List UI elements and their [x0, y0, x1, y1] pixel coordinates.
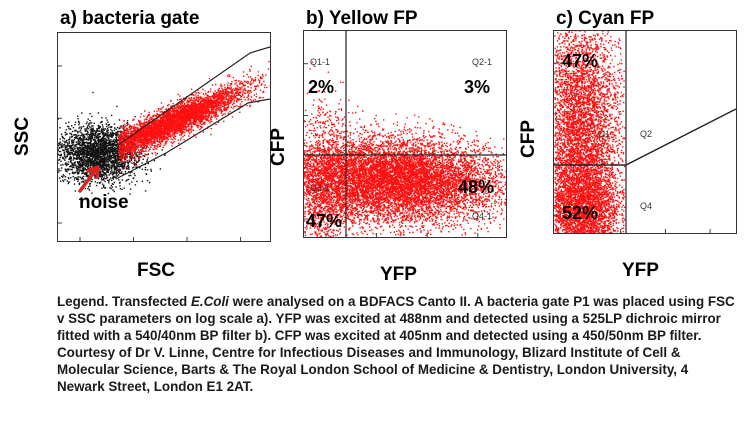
legend-body: were analysed on a BDFACS Canto II. A ba…: [57, 294, 735, 394]
percent-q1: 47%: [562, 51, 599, 71]
panel-a-ylabel: SSC: [12, 116, 33, 156]
quadrant-q2: Q2: [640, 129, 653, 139]
panel-b-plot: Q1-1 Q2-1 Q3-1 Q4-1 2% 3% 48% 47%: [303, 30, 507, 238]
legend-species: E.Coli: [190, 294, 229, 309]
panel-c-ylabel: CFP: [518, 120, 539, 158]
percent-q2-1: 3%: [464, 77, 491, 97]
panel-a-noise-label: noise: [79, 192, 129, 213]
figure-legend: Legend. Transfected E.Coli were analysed…: [57, 294, 737, 395]
quadrant-q1-1: Q1-1: [310, 57, 331, 67]
quadrant-q3-1: Q3-1: [310, 183, 331, 193]
quadrant-q4-1: Q4-1: [472, 211, 493, 221]
panel-a-title: a) bacteria gate: [60, 8, 200, 29]
percent-q3: 52%: [562, 203, 599, 223]
quadrant-q1: Q1: [598, 129, 611, 139]
percent-q3-1: 47%: [306, 211, 343, 231]
panel-b-scatter: [304, 31, 506, 237]
panel-a-scatter: [58, 46, 270, 241]
panel-c-scatter: [554, 31, 736, 233]
panel-a-xlabel: FSC: [137, 260, 175, 281]
panel-a-gate-label: P1: [196, 89, 208, 99]
percent-q4-1: 48%: [458, 177, 495, 197]
panel-b-xlabel: YFP: [380, 264, 417, 285]
quadrant-q4: Q4: [640, 201, 653, 211]
quadrant-q2-1: Q2-1: [472, 57, 493, 67]
panel-b-title: b) Yellow FP: [306, 8, 418, 29]
panel-c-xlabel: YFP: [622, 260, 659, 281]
percent-q1-1: 2%: [308, 77, 335, 97]
panel-b-ylabel: CFP: [268, 128, 289, 166]
panel-c-plot: Q1 Q2 Q4 47% 52%: [553, 30, 737, 234]
legend-prefix: Legend. Transfected: [57, 294, 191, 309]
panel-a-plot: P1: [57, 32, 271, 242]
panel-c-title: c) Cyan FP: [556, 8, 655, 29]
